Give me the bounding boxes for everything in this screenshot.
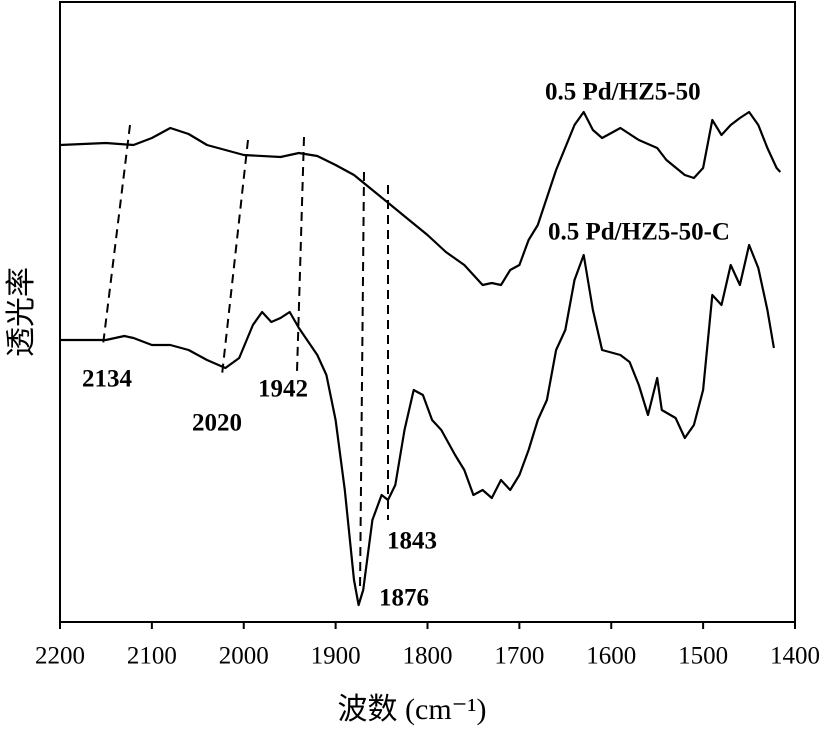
x-tick-label: 2200 [35, 643, 85, 670]
x-tick-label: 1700 [494, 643, 544, 670]
guide-line [221, 139, 249, 376]
x-tick-label: 1600 [586, 643, 636, 670]
x-tick-label: 2000 [219, 643, 269, 670]
peak-label: 2134 [82, 366, 133, 393]
series-label: 0.5 Pd/HZ5-50 [545, 79, 701, 106]
y-axis-label: 透光率 [5, 267, 38, 357]
peak-label: 1843 [387, 528, 437, 555]
x-tick-label: 1400 [770, 643, 820, 670]
guide-line [296, 136, 305, 373]
series-label: 0.5 Pd/HZ5-50-C [548, 219, 730, 246]
x-tick-label: 1500 [678, 643, 728, 670]
x-tick-label: 1900 [311, 643, 361, 670]
peak-label: 1942 [258, 376, 308, 403]
x-tick-label: 1800 [403, 643, 453, 670]
guide-line [102, 124, 131, 346]
peak-label: 2020 [192, 410, 242, 437]
x-tick-label: 2100 [127, 643, 177, 670]
spectrum-line [59, 110, 782, 287]
guide-line [359, 171, 365, 591]
peak-label: 1876 [379, 585, 429, 612]
x-axis-label: 波数 (cm⁻¹) [338, 693, 487, 726]
spectrum-line [60, 243, 775, 607]
